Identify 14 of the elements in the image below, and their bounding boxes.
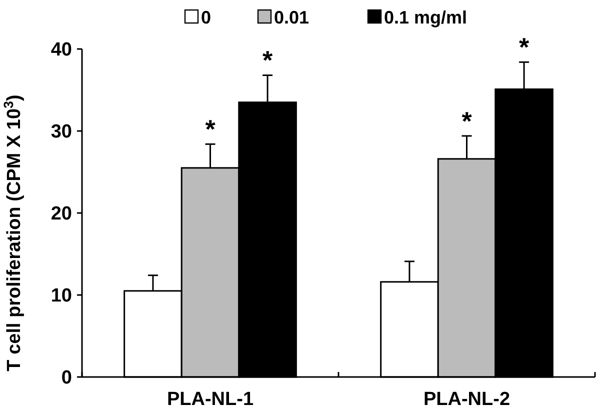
annotation: * — [262, 45, 274, 76]
y-tick-label: 30 — [50, 122, 72, 143]
annotation: * — [462, 106, 473, 136]
y-tick-label: 20 — [50, 204, 72, 225]
annotation: * — [518, 32, 530, 62]
x-tick-label: PLA-NL-2 — [423, 389, 510, 410]
y-tick-label: 0 — [61, 368, 72, 389]
legend-label: 0 — [201, 7, 212, 28]
legend-label: 0.1 mg/ml — [384, 7, 468, 28]
x-tick-label: PLA-NL-1 — [166, 389, 254, 410]
y-tick-label: 40 — [50, 40, 72, 61]
annotation: * — [205, 114, 216, 144]
y-tick-label: 10 — [50, 286, 72, 307]
legend-label: 0.01 — [274, 7, 310, 28]
